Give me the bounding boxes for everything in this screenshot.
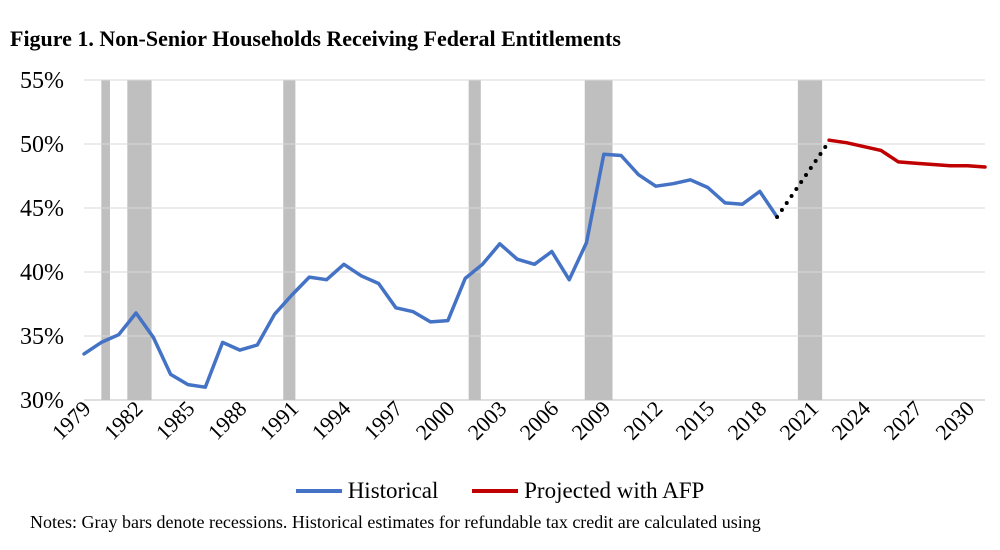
y-tick-label: 55% [20,68,64,94]
legend-item-historical: Historical [295,478,439,504]
legend-label-historical: Historical [347,478,439,503]
x-tick-label: 2000 [411,396,460,445]
gridlines [84,79,985,401]
x-tick-label: 2003 [463,396,512,445]
y-tick-label: 50% [20,132,64,158]
chart-note: Notes: Gray bars denote recessions. Hist… [30,512,761,532]
x-tick-label: 1991 [255,396,304,445]
series-lines [82,138,987,389]
recession-band [283,80,296,400]
chart-title: Figure 1. Non-Senior Households Receivin… [10,26,621,51]
recession-band [584,80,613,400]
x-tick-label: 2009 [567,396,616,445]
x-tick-label: 1982 [99,396,148,445]
legend-swatch-projected [472,489,519,493]
y-tick-label: 35% [20,324,64,350]
legend: Historical Projected with AFP [0,473,1000,504]
x-tick-label: 1988 [203,396,252,445]
recession-band [127,80,152,400]
legend-label-projected: Projected with AFP [524,478,705,503]
x-tick-label: 1985 [151,396,200,445]
x-tick-label: 2024 [826,396,875,445]
x-tick-label: 2021 [774,396,823,445]
x-tick-label: 1997 [359,396,408,445]
y-tick-label: 45% [20,196,64,222]
x-tick-label: 2027 [878,396,927,445]
x-tick-label: 2012 [619,396,668,445]
y-tick-label: 40% [20,260,64,286]
series-line-projected [827,138,987,169]
series-line-historical [82,152,779,389]
x-tick-label: 2015 [671,396,720,445]
legend-swatch-historical [295,489,342,493]
x-tick-label: 2030 [930,396,979,445]
x-tick-label: 2018 [722,396,771,445]
x-tick-label: 1994 [307,396,356,445]
recession-band [101,80,110,400]
recession-band [797,80,823,400]
series-line-transition [775,139,832,219]
recession-bands [101,80,823,400]
legend-item-projected: Projected with AFP [472,478,704,504]
y-axis-tick-labels: 30% 35% 40% 45% 50% 55% [20,68,64,414]
x-tick-label: 2006 [515,396,564,445]
recession-band [468,80,481,400]
x-axis-tick-labels: 1979 1982 1985 1988 1991 1994 1997 2000 2003 2006… [47,396,979,445]
y-tick-label: 30% [20,388,64,414]
